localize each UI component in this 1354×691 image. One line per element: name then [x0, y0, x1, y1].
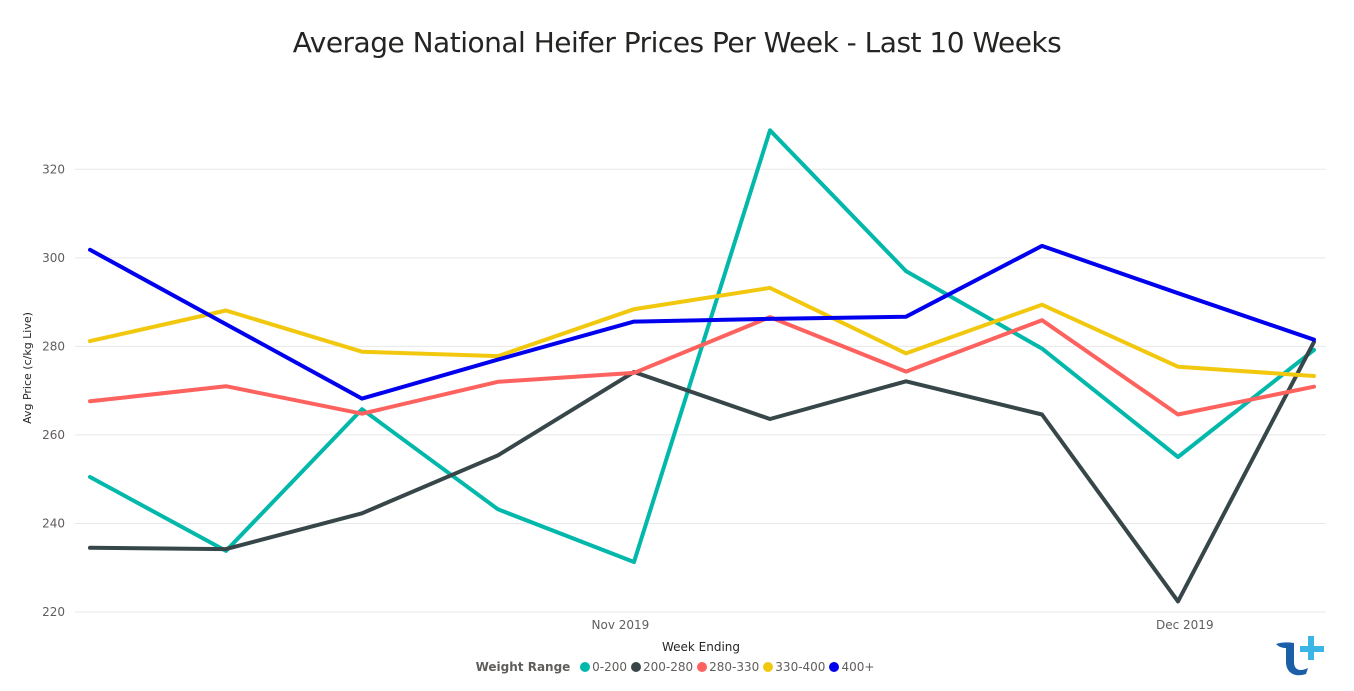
y-axis-label: Avg Price (c/kg Live) — [21, 312, 34, 424]
x-axis-ticks: Nov 2019 Dec 2019 — [592, 618, 1214, 632]
legend-dot-icon — [631, 662, 642, 672]
legend-dot-icon — [763, 662, 774, 672]
y-tick-label: 280 — [42, 339, 65, 353]
legend-label: 280-330 — [709, 660, 760, 674]
legend-dot-icon — [580, 662, 591, 672]
x-tick-label: Dec 2019 — [1156, 618, 1214, 632]
y-tick-label: 300 — [42, 251, 65, 265]
series-lines — [88, 128, 1316, 604]
legend-item: 280-330 — [697, 660, 759, 674]
legend-item: 200-280 — [631, 660, 693, 674]
chart-title: Average National Heifer Prices Per Week … — [292, 26, 1062, 59]
series-line-280-330 — [88, 315, 1316, 417]
legend-dot-icon — [697, 662, 708, 672]
legend-label: 330-400 — [775, 660, 826, 674]
series-line-200-280 — [88, 339, 1316, 604]
legend-title: Weight Range — [475, 660, 571, 674]
y-tick-label: 320 — [42, 162, 65, 176]
legend-dot-icon — [829, 662, 840, 672]
x-tick-label: Nov 2019 — [592, 618, 650, 632]
legend-label: 400+ — [841, 660, 875, 674]
legend-label: 0-200 — [592, 660, 628, 674]
y-tick-label: 260 — [42, 428, 65, 442]
y-axis-ticks: 220 240 260 280 300 320 — [42, 162, 65, 619]
t-plus-logo-icon — [1276, 636, 1324, 676]
legend-item: 0-200 — [580, 660, 627, 674]
legend: Weight Range 0-200 200-280 280-330 330-400 4… — [0, 660, 1354, 674]
legend-item: 330-400 — [763, 660, 825, 674]
series-line-330-400 — [88, 285, 1316, 378]
legend-item: 400+ — [829, 660, 874, 674]
series-line-400- — [88, 243, 1316, 401]
y-tick-label: 220 — [42, 605, 65, 619]
x-axis-label: Week Ending — [662, 640, 740, 654]
y-tick-label: 240 — [42, 516, 65, 530]
legend-items: 0-200 200-280 280-330 330-400 400+ — [580, 660, 878, 674]
legend-label: 200-280 — [643, 660, 694, 674]
